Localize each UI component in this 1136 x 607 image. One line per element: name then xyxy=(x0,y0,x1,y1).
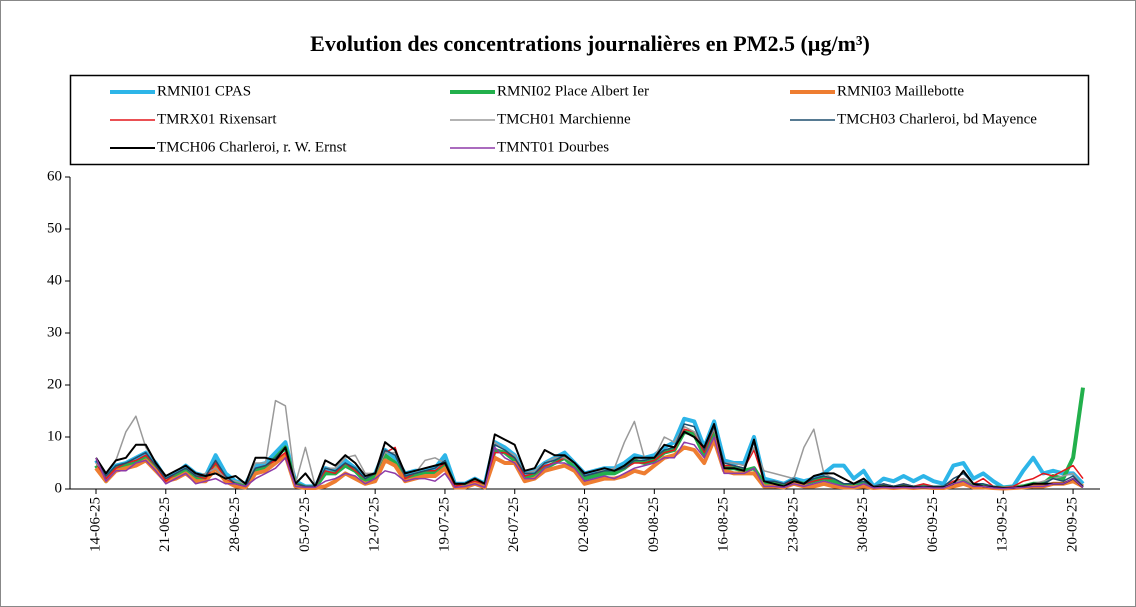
series-line xyxy=(95,436,1084,490)
legend-label: TMCH03 Charleroi, bd Mayence xyxy=(837,111,1037,127)
y-tick-label: 30 xyxy=(47,324,62,340)
x-tick-label: 26-07-25 xyxy=(506,497,522,552)
x-tick-label: 14-06-25 xyxy=(87,497,103,552)
legend-label: RMNI03 Maillebotte xyxy=(837,83,964,99)
x-tick-label: 23-08-25 xyxy=(785,497,801,552)
x-tick-label: 02-08-25 xyxy=(576,497,592,552)
x-tick-label: 21-06-25 xyxy=(157,497,173,552)
x-tick-label: 09-08-25 xyxy=(646,497,662,552)
y-tick-label: 40 xyxy=(47,272,62,288)
legend-label: RMNI01 CPAS xyxy=(157,83,251,99)
x-tick-label: 19-07-25 xyxy=(436,497,452,552)
x-tick-label: 12-07-25 xyxy=(367,497,383,552)
legend-label: RMNI02 Place Albert Ier xyxy=(497,83,649,99)
legend-label: TMCH01 Marchienne xyxy=(497,111,631,127)
y-tick-label: 50 xyxy=(47,220,62,236)
y-tick-label: 60 xyxy=(47,168,62,184)
x-tick-label: 28-06-25 xyxy=(227,497,243,552)
x-tick-label: 05-07-25 xyxy=(297,497,313,552)
x-tick-label: 06-09-25 xyxy=(925,497,941,552)
legend-label: TMCH06 Charleroi, r. W. Ernst xyxy=(157,139,347,155)
y-tick-label: 20 xyxy=(47,376,62,392)
legend-label: TMNT01 Dourbes xyxy=(497,139,609,155)
legend-label: TMRX01 Rixensart xyxy=(157,111,277,127)
x-tick-label: 30-08-25 xyxy=(855,497,871,552)
x-tick-label: 16-08-25 xyxy=(716,497,732,552)
x-tick-label: 13-09-25 xyxy=(995,497,1011,552)
chart-title: Evolution des concentrations journalière… xyxy=(310,31,870,56)
legend-box xyxy=(69,74,1090,166)
x-tick-label: 20-09-25 xyxy=(1064,497,1080,552)
y-tick-label: 10 xyxy=(47,428,62,444)
y-tick-label: 0 xyxy=(55,480,63,496)
